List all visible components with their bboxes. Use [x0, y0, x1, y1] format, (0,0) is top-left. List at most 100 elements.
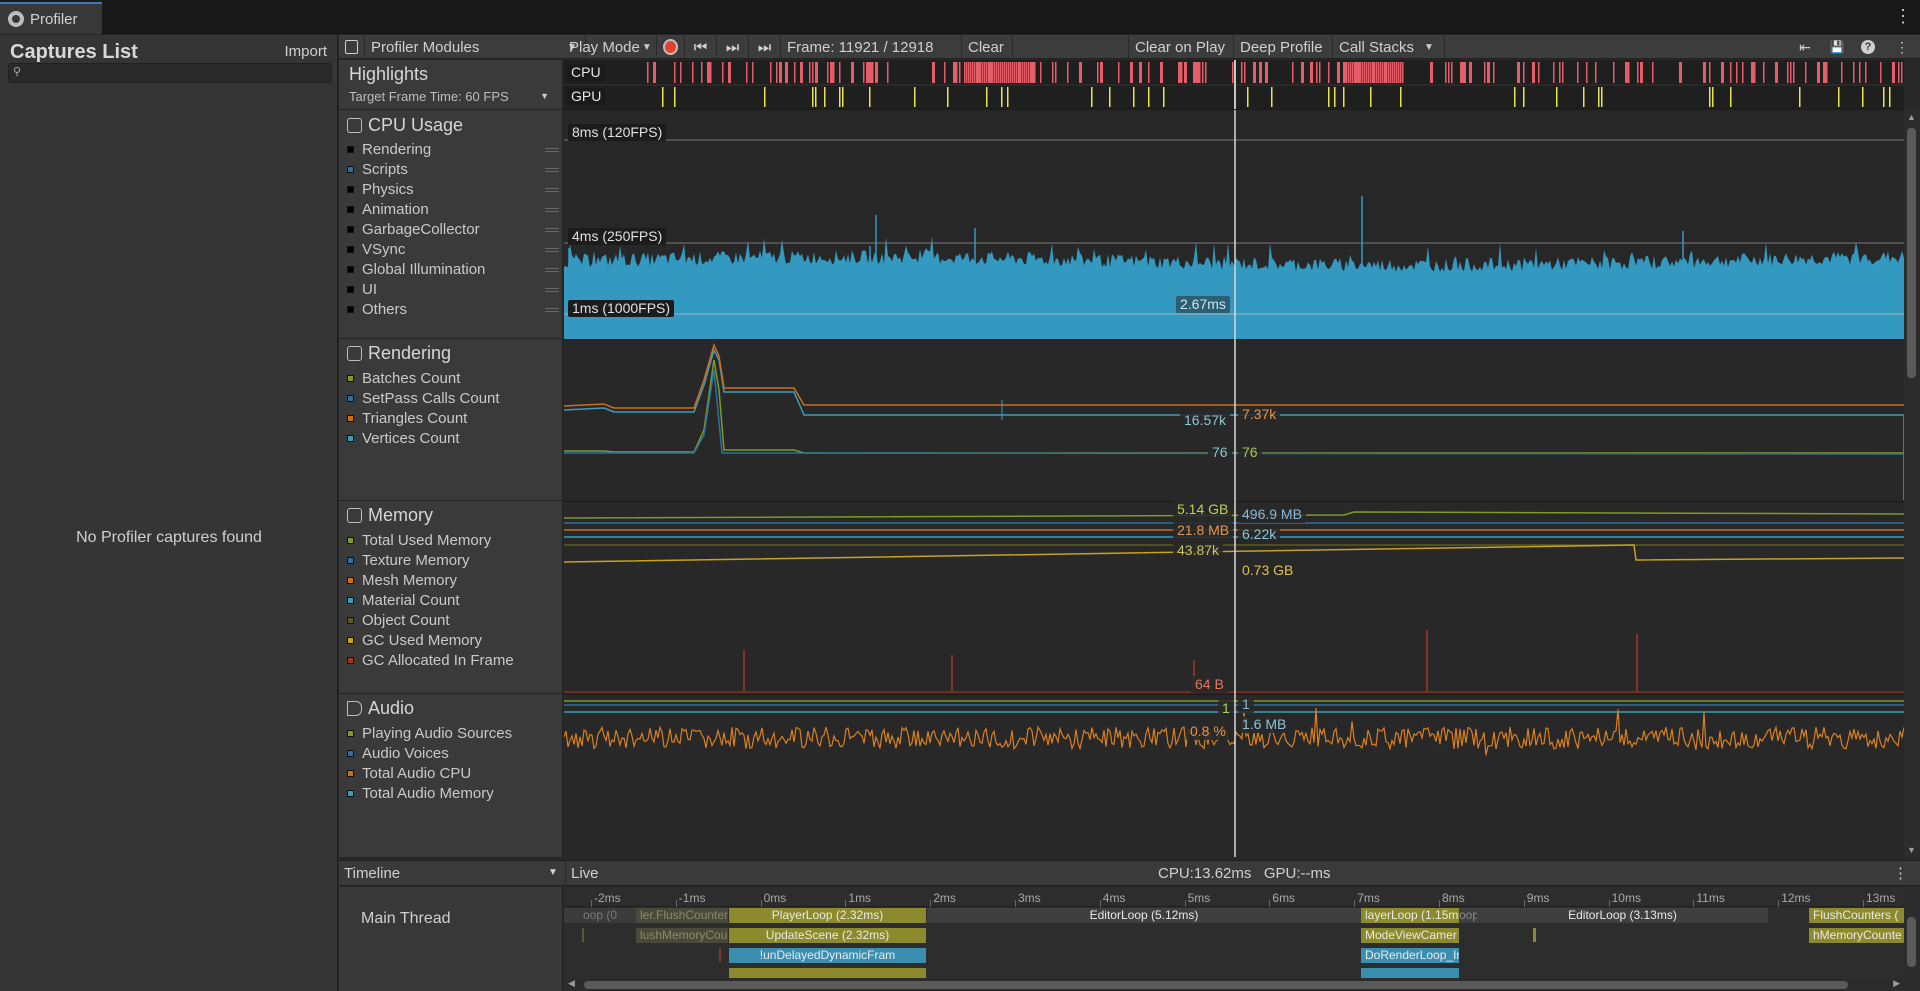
memory-legend-item[interactable]: Material Count — [347, 592, 561, 609]
cpu-legend-item[interactable]: Scripts — [347, 161, 561, 178]
timeline-view-dropdown[interactable]: Timeline ▼ — [344, 865, 558, 882]
audio-legend-item[interactable]: Total Audio CPU — [347, 765, 561, 782]
clear-button[interactable]: Clear — [961, 35, 1013, 59]
drag-handle-icon[interactable] — [545, 248, 559, 252]
memory-legend-item[interactable]: GC Used Memory — [347, 632, 561, 649]
timeline-horizontal-scrollbar[interactable]: ◀ ▶ — [564, 978, 1904, 991]
charts-vertical-scrollbar[interactable]: ▲ ▼ — [1904, 110, 1920, 857]
next-frame-button[interactable]: ⏭ — [717, 35, 749, 59]
deep-profile-toggle[interactable]: Deep Profile — [1234, 35, 1333, 59]
help-button[interactable]: ? — [1853, 35, 1883, 59]
highlight-cpu-mark — [1637, 62, 1639, 83]
cpu-legend-item[interactable]: Physics — [347, 181, 561, 198]
profiler-modules-dropdown[interactable]: Profiler Modules ▼ — [365, 35, 586, 59]
scroll-right-icon[interactable]: ▶ — [1893, 978, 1900, 988]
toggle-captures-button[interactable] — [339, 35, 365, 59]
drag-handle-icon[interactable] — [545, 288, 559, 292]
charts-scroll-thumb[interactable] — [1907, 128, 1916, 378]
memory-legend-item[interactable]: Total Used Memory — [347, 532, 561, 549]
drag-handle-icon[interactable] — [545, 308, 559, 312]
profiler-window-tab[interactable]: Profiler — [0, 2, 102, 34]
target-frame-time-dropdown[interactable]: Target Frame Time: 60 FPS — [349, 89, 509, 104]
timeline-menu-icon[interactable]: ⋮ — [1893, 865, 1908, 882]
window-menu-icon[interactable]: ⋮ — [1894, 6, 1912, 26]
rendering-legend-item[interactable]: Triangles Count — [347, 410, 561, 427]
timeline-vertical-scrollbar[interactable] — [1904, 887, 1920, 991]
timeline-bar-player-loop[interactable]: PlayerLoop (2.32ms) — [729, 908, 926, 923]
clear-on-play-toggle[interactable]: Clear on Play — [1128, 35, 1234, 59]
audio-legend-item[interactable]: Audio Voices — [347, 745, 561, 762]
timeline-bar-loop-prev[interactable]: oop (0 — [564, 908, 636, 923]
timeline-bar-run-delayed[interactable]: !unDelayedDynamicFram — [729, 948, 926, 963]
highlights-module[interactable]: Highlights Target Frame Time: 60 FPS ▼ — [339, 60, 563, 110]
timeline-bar-flush-prev[interactable]: ler.FlushCounters (1.4 — [636, 908, 728, 923]
captures-search-input[interactable]: ⚲ — [8, 63, 332, 83]
highlight-cpu-mark — [680, 62, 682, 83]
scroll-down-icon[interactable]: ▼ — [1907, 845, 1916, 855]
call-stacks-dropdown[interactable]: Call Stacks ▼ — [1333, 35, 1445, 59]
profiler-charts[interactable]: CPU GPU 8ms (120FPS) 4ms (250FPS) 1ms (1… — [564, 60, 1904, 857]
cpu-usage-module[interactable]: CPU Usage Rendering Scripts Physics Animati… — [339, 110, 563, 339]
drag-handle-icon[interactable] — [545, 188, 559, 192]
cpu-legend-item[interactable]: Rendering — [347, 141, 561, 158]
memory-legend-item[interactable]: Texture Memory — [347, 552, 561, 569]
rendering-module[interactable]: Rendering Batches Count SetPass Calls Cou… — [339, 339, 563, 501]
rendering-legend-item[interactable]: Vertices Count — [347, 430, 561, 447]
timeline-bar-update-scene[interactable]: UpdateScene (2.32ms) — [729, 928, 926, 943]
audio-legend-item[interactable]: Playing Audio Sources — [347, 725, 561, 742]
highlight-cpu-mark — [809, 62, 811, 83]
timeline-bar-editor-loop-1[interactable]: EditorLoop (5.12ms) — [927, 908, 1361, 923]
audio-legend-item[interactable]: Total Audio Memory — [347, 785, 561, 802]
drag-handle-icon[interactable] — [545, 148, 559, 152]
timeline-bar-row4-a[interactable] — [729, 968, 926, 980]
memory-legend-item[interactable]: GC Allocated In Frame — [347, 652, 561, 669]
module-charts-svg[interactable] — [564, 60, 1904, 857]
load-button[interactable]: ⇤ — [1790, 35, 1820, 59]
timeline-vscroll-thumb[interactable] — [1907, 917, 1916, 967]
drag-handle-icon[interactable] — [545, 168, 559, 172]
timeline-bar-flush-mem-next[interactable]: hMemoryCounte — [1809, 928, 1904, 943]
legend-label: Vertices Count — [362, 430, 460, 447]
timeline-bar-editor-loop-2[interactable]: EditorLoop (3.13ms) — [1477, 908, 1768, 923]
timeline-bar-do-render[interactable]: DoRenderLoop_In — [1361, 948, 1459, 963]
rendering-legend-item[interactable]: SetPass Calls Count — [347, 390, 561, 407]
timeline-scroll-thumb[interactable] — [584, 981, 1848, 989]
scroll-up-icon[interactable]: ▲ — [1907, 112, 1916, 122]
live-toggle[interactable]: Live — [565, 861, 604, 886]
rendering-legend-item[interactable]: Batches Count — [347, 370, 561, 387]
timeline-bar-player-loop-2[interactable]: layerLoop (1.15ms — [1361, 908, 1459, 923]
save-button[interactable]: 💾 — [1822, 35, 1852, 59]
previous-frame-button[interactable]: ⏮ — [685, 35, 717, 59]
scroll-left-icon[interactable]: ◀ — [568, 978, 575, 988]
timeline-bar-mode-view[interactable]: ModeViewCamer — [1361, 928, 1459, 943]
cpu-legend-item[interactable]: Others — [347, 301, 561, 318]
legend-swatch — [347, 435, 354, 442]
main-thread-label[interactable]: Main Thread — [361, 910, 451, 927]
timeline-bar-row4-b[interactable] — [1361, 968, 1459, 980]
current-frame-button[interactable]: ⏭ — [749, 35, 781, 59]
timeline-bar-flush-mem-prev[interactable]: lushMemoryCounters — [636, 928, 728, 943]
memory-legend-item[interactable]: Mesh Memory — [347, 572, 561, 589]
cpu-legend-item[interactable]: VSync — [347, 241, 561, 258]
highlight-cpu-mark — [1362, 62, 1364, 83]
memory-module[interactable]: Memory Total Used Memory Texture Memory Me… — [339, 501, 563, 694]
drag-handle-icon[interactable] — [545, 228, 559, 232]
timeline-view[interactable]: -2ms -1ms 0ms 1ms 2ms 3ms 4ms 5ms 6ms 7ms 8ms 9ms 10… — [564, 887, 1904, 980]
drag-handle-icon[interactable] — [545, 208, 559, 212]
drag-handle-icon[interactable] — [545, 268, 559, 272]
timeline-bar-loop-2[interactable]: oop (0 — [1459, 908, 1477, 923]
timeline-bar-flush-next[interactable]: FlushCounters ( — [1809, 908, 1904, 923]
cpu-legend-item[interactable]: Global Illumination — [347, 261, 561, 278]
record-button[interactable] — [657, 35, 685, 59]
cpu-legend-item[interactable]: Animation — [347, 201, 561, 218]
import-button[interactable]: Import — [284, 43, 327, 60]
highlight-cpu-mark — [1577, 62, 1579, 83]
toolbar-menu-icon[interactable]: ⋮ — [1895, 38, 1909, 55]
play-mode-dropdown[interactable]: Play Mode ▼ — [563, 35, 657, 59]
cpu-legend-item[interactable]: UI — [347, 281, 561, 298]
batches-count-line — [564, 359, 1904, 454]
timeline-ruler[interactable]: -2ms -1ms 0ms 1ms 2ms 3ms 4ms 5ms 6ms 7ms 8ms 9ms 10… — [564, 887, 1904, 907]
cpu-legend-item[interactable]: GarbageCollector — [347, 221, 561, 238]
audio-module[interactable]: Audio Playing Audio Sources Audio Voices T… — [339, 694, 563, 857]
memory-legend-item[interactable]: Object Count — [347, 612, 561, 629]
